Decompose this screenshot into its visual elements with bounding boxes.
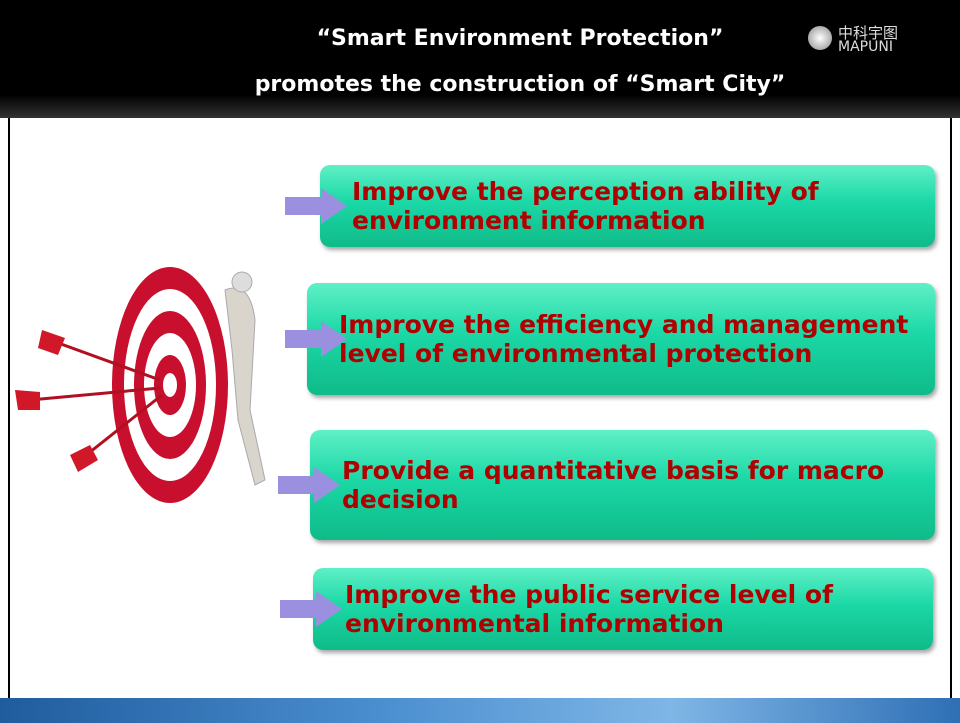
arrow xyxy=(280,591,342,627)
item-box: Improve the public service level of envi… xyxy=(313,568,933,650)
header: “Smart Environment Protection” promotes … xyxy=(0,0,960,118)
item-text: Provide a quantitative basis for macro d… xyxy=(342,456,935,514)
arrow xyxy=(285,188,347,224)
footer-bar xyxy=(0,698,960,723)
item-box: Improve the perception ability of enviro… xyxy=(320,165,935,247)
item-text: Improve the public service level of envi… xyxy=(345,580,933,638)
item-box: Improve the efficiency and management le… xyxy=(307,283,935,395)
title-line: promotes the construction of “Smart City… xyxy=(100,72,940,97)
logo-en: MAPUNI xyxy=(838,40,893,55)
item-box: Provide a quantitative basis for macro d… xyxy=(310,430,935,540)
logo-icon xyxy=(808,26,832,50)
arrow xyxy=(285,321,347,357)
arrow xyxy=(278,467,340,503)
item-text: Improve the efficiency and management le… xyxy=(339,310,935,368)
target-illustration xyxy=(10,260,310,510)
frame-line xyxy=(950,118,952,698)
slide: “Smart Environment Protection” promotes … xyxy=(0,0,960,723)
item-text: Improve the perception ability of enviro… xyxy=(352,177,935,235)
